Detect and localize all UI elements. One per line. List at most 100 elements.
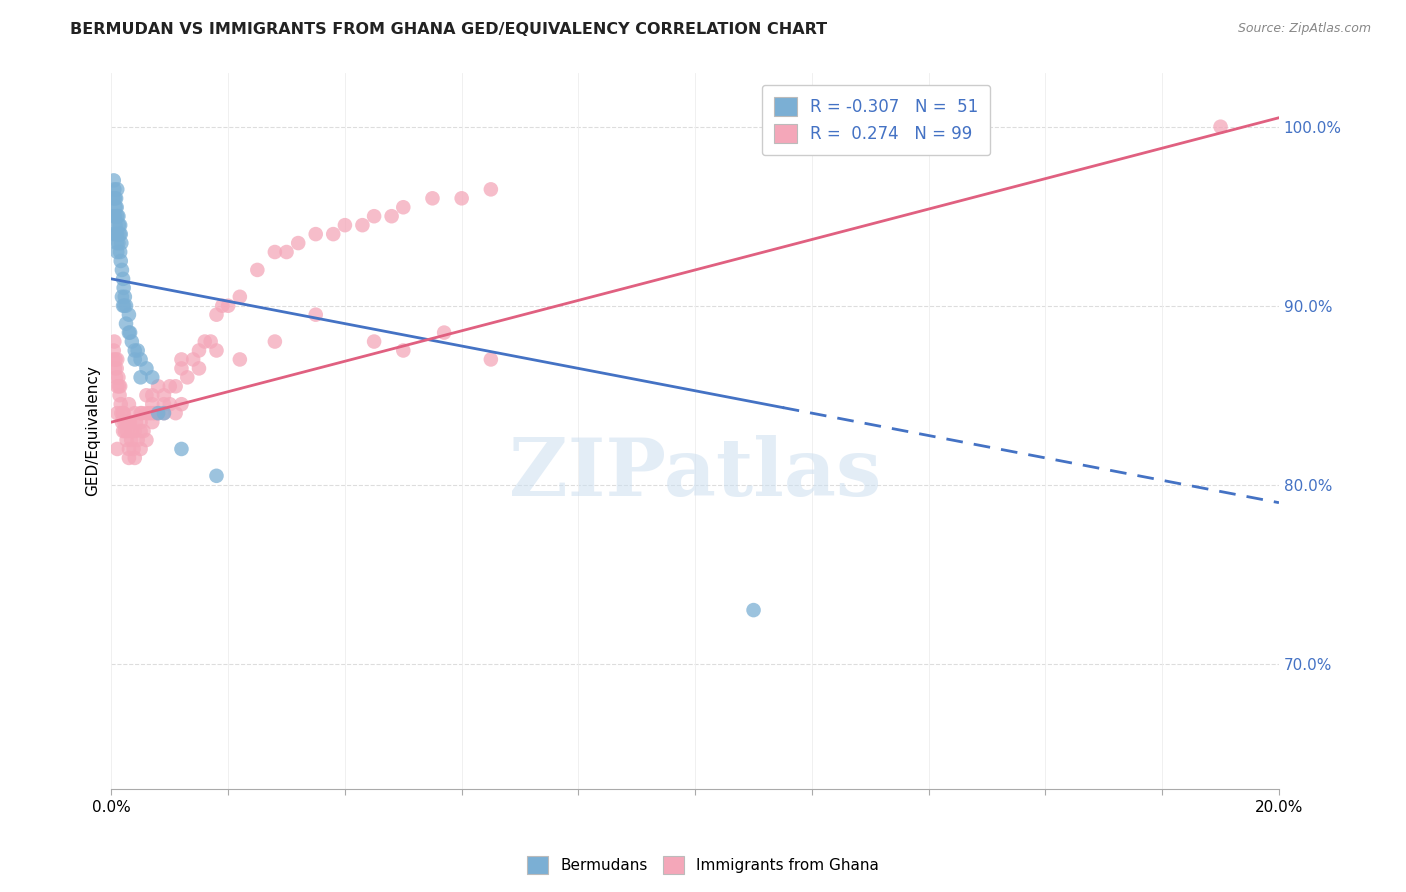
Point [205, 468, 228, 483]
Point [121, 334, 143, 349]
Point [115, 433, 138, 447]
Point [333, 218, 356, 232]
Point [118, 326, 141, 340]
Point [105, 209, 128, 223]
Point [124, 406, 146, 420]
Point [165, 406, 187, 420]
Point [205, 308, 228, 322]
Point [103, 173, 125, 187]
Point [103, 182, 125, 196]
Point [112, 406, 135, 420]
Point [352, 218, 374, 232]
Point [217, 299, 239, 313]
Point [129, 424, 152, 438]
Point [188, 343, 211, 358]
Point [129, 415, 152, 429]
Point [124, 352, 146, 367]
Point [129, 442, 152, 456]
Point [112, 415, 135, 429]
Point [105, 227, 128, 241]
Point [108, 218, 131, 232]
Point [104, 218, 127, 232]
Point [105, 406, 128, 420]
Point [392, 200, 415, 214]
Point [120, 326, 142, 340]
Point [105, 191, 128, 205]
Point [159, 379, 181, 393]
Point [433, 326, 456, 340]
Point [101, 352, 124, 367]
Point [479, 182, 502, 196]
Point [479, 352, 502, 367]
Point [170, 361, 193, 376]
Point [392, 343, 415, 358]
Point [742, 603, 765, 617]
Point [381, 209, 404, 223]
Point [170, 442, 193, 456]
Point [159, 397, 181, 411]
Point [246, 263, 269, 277]
Point [114, 290, 136, 304]
Point [110, 254, 132, 268]
Point [153, 397, 176, 411]
Point [176, 370, 198, 384]
Point [103, 334, 125, 349]
Legend: Bermudans, Immigrants from Ghana: Bermudans, Immigrants from Ghana [520, 850, 886, 880]
Point [263, 334, 285, 349]
Point [135, 388, 157, 402]
Point [110, 406, 132, 420]
Text: Source: ZipAtlas.com: Source: ZipAtlas.com [1237, 22, 1371, 36]
Point [129, 406, 152, 420]
Point [112, 272, 135, 286]
Point [211, 299, 233, 313]
Point [104, 209, 127, 223]
Point [118, 397, 141, 411]
Point [105, 361, 128, 376]
Point [181, 352, 204, 367]
Point [105, 200, 128, 214]
Legend: R = -0.307   N =  51, R =  0.274   N = 99: R = -0.307 N = 51, R = 0.274 N = 99 [762, 85, 990, 155]
Point [115, 424, 138, 438]
Point [422, 191, 444, 205]
Point [363, 334, 385, 349]
Point [229, 352, 252, 367]
Point [105, 245, 128, 260]
Point [103, 343, 125, 358]
Point [108, 245, 131, 260]
Point [112, 424, 135, 438]
Point [141, 406, 163, 420]
Point [127, 433, 149, 447]
Point [101, 227, 124, 241]
Point [101, 209, 124, 223]
Point [105, 379, 128, 393]
Point [118, 308, 141, 322]
Point [110, 235, 132, 250]
Point [104, 352, 127, 367]
Point [115, 299, 138, 313]
Point [104, 361, 127, 376]
Point [114, 424, 136, 438]
Point [105, 235, 128, 250]
Point [129, 352, 152, 367]
Point [120, 415, 142, 429]
Point [118, 450, 141, 465]
Point [363, 209, 385, 223]
Point [105, 442, 128, 456]
Point [141, 370, 163, 384]
Point [112, 299, 135, 313]
Point [118, 442, 141, 456]
Point [132, 424, 155, 438]
Point [104, 191, 127, 205]
Point [287, 235, 309, 250]
Point [135, 406, 157, 420]
Point [322, 227, 344, 241]
Point [105, 182, 128, 196]
Point [108, 379, 131, 393]
Point [108, 379, 131, 393]
Point [125, 415, 148, 429]
Point [143, 406, 166, 420]
Point [112, 406, 135, 420]
Point [108, 218, 131, 232]
Point [101, 191, 124, 205]
Point [120, 433, 142, 447]
